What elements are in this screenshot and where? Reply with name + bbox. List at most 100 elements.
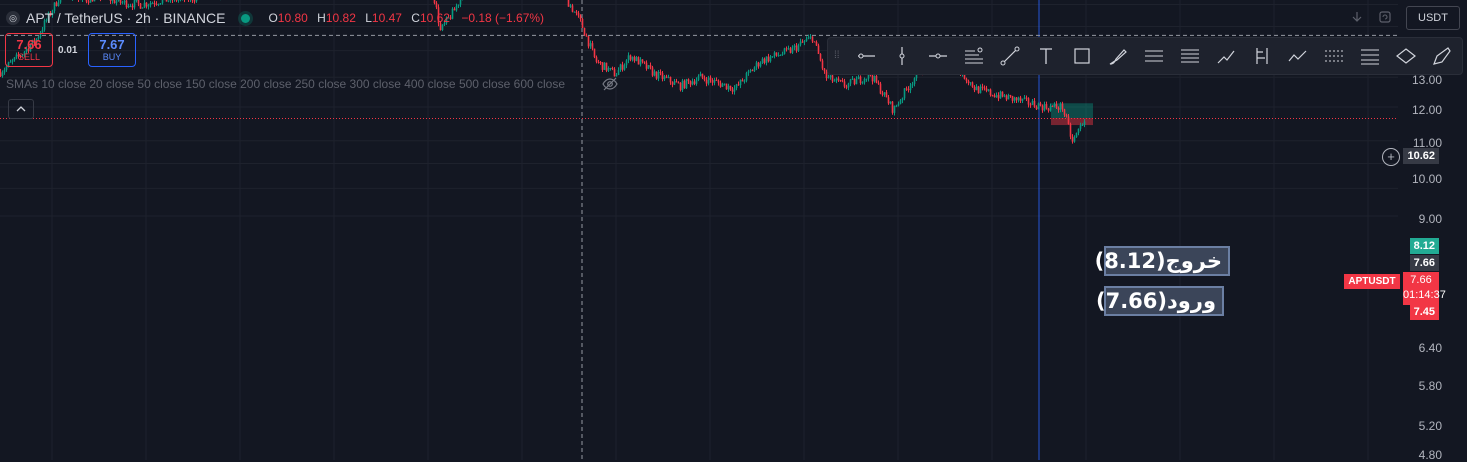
ellipse-icon[interactable] bbox=[1388, 41, 1424, 71]
candle-body bbox=[642, 59, 644, 61]
currency-select[interactable]: USDT bbox=[1406, 6, 1460, 30]
trend-line-icon[interactable] bbox=[992, 41, 1028, 71]
candle-body bbox=[608, 68, 610, 71]
candle-body bbox=[760, 63, 762, 66]
candle-body bbox=[720, 83, 722, 87]
parallel-channel-icon[interactable] bbox=[1136, 41, 1172, 71]
current-price-value: 7.66 bbox=[1403, 273, 1439, 288]
candle-body bbox=[1030, 105, 1032, 106]
download-icon[interactable] bbox=[1346, 6, 1368, 28]
candle-body bbox=[852, 79, 854, 80]
candle-body bbox=[740, 80, 742, 85]
vertical-line-icon[interactable] bbox=[884, 41, 920, 71]
candle-body bbox=[770, 57, 772, 62]
pen-icon[interactable] bbox=[1424, 41, 1460, 71]
candle-body bbox=[758, 63, 760, 67]
candle-body bbox=[602, 62, 604, 70]
candle-body bbox=[872, 75, 874, 81]
candle-body bbox=[626, 60, 628, 65]
candle-body bbox=[146, 3, 148, 7]
candle-body bbox=[1052, 106, 1054, 107]
fib-retracement-icon[interactable] bbox=[956, 41, 992, 71]
polyline-icon[interactable] bbox=[1316, 41, 1352, 71]
candle-body bbox=[894, 106, 896, 113]
path-icon[interactable] bbox=[1208, 41, 1244, 71]
candle-body bbox=[752, 70, 754, 71]
buy-price: 7.67 bbox=[99, 37, 124, 52]
entry-price-tag: 7.66 bbox=[1410, 255, 1439, 271]
brush-icon[interactable] bbox=[1100, 41, 1136, 71]
long-position-icon[interactable] bbox=[1244, 41, 1280, 71]
sell-label: SELL bbox=[18, 52, 40, 63]
candle-body bbox=[722, 84, 724, 87]
projection-icon[interactable] bbox=[1280, 41, 1316, 71]
symbol-title[interactable]: APT / TetherUS · 2h · BINANCE bbox=[26, 10, 225, 26]
candle-body bbox=[694, 81, 696, 83]
candle-body bbox=[622, 64, 624, 69]
text-icon[interactable] bbox=[1028, 41, 1064, 71]
candle-body bbox=[582, 19, 584, 28]
candle-body bbox=[1012, 96, 1014, 101]
candle-body bbox=[1050, 106, 1052, 111]
candle-body bbox=[788, 48, 790, 49]
candle-body bbox=[698, 76, 700, 80]
candle-body bbox=[746, 73, 748, 81]
rectangle-icon[interactable] bbox=[1064, 41, 1100, 71]
candle-body bbox=[1038, 103, 1040, 109]
candle-body bbox=[784, 48, 786, 53]
exit-annotation[interactable]: خروج(8.12) bbox=[1104, 246, 1230, 276]
candle-body bbox=[688, 79, 690, 81]
candle-body bbox=[742, 80, 744, 82]
date-range-icon[interactable] bbox=[1352, 41, 1388, 71]
candle-body bbox=[980, 87, 982, 93]
horizontal-ray-icon[interactable] bbox=[848, 41, 884, 71]
candle-body bbox=[1008, 95, 1010, 99]
candle-body bbox=[6, 66, 8, 70]
candle-body bbox=[898, 104, 900, 106]
sell-button[interactable]: 7.66 SELL bbox=[5, 33, 53, 67]
grip-handle-icon[interactable]: ⁞⁞ bbox=[834, 53, 848, 59]
candle-body bbox=[584, 28, 586, 36]
candle-body bbox=[676, 81, 678, 82]
candle-body bbox=[808, 37, 810, 39]
axis-tick: 5.20 bbox=[1419, 419, 1442, 433]
candle-body bbox=[782, 54, 784, 55]
candle-body bbox=[814, 41, 816, 42]
candle-body bbox=[996, 95, 998, 97]
candle-body bbox=[118, 0, 120, 1]
candle-body bbox=[170, 0, 172, 1]
candle-body bbox=[116, 1, 118, 3]
eye-off-icon[interactable] bbox=[602, 76, 618, 95]
candle-body bbox=[836, 78, 838, 80]
candle-body bbox=[1020, 98, 1022, 101]
candle-body bbox=[880, 84, 882, 94]
low-label: L bbox=[365, 11, 372, 25]
candle-body bbox=[792, 47, 794, 53]
sma-indicator-legend[interactable]: SMAs 10 close 20 close 50 close 150 clos… bbox=[6, 77, 565, 91]
candle-body bbox=[90, 0, 92, 3]
candle-body bbox=[862, 82, 864, 83]
candle-body bbox=[1032, 101, 1034, 105]
candle-body bbox=[684, 81, 686, 89]
candle-body bbox=[846, 87, 848, 88]
candle-body bbox=[590, 43, 592, 46]
buy-button[interactable]: 7.67 BUY bbox=[88, 33, 136, 67]
candle-body bbox=[790, 48, 792, 52]
entry-annotation[interactable]: ورود(7.66) bbox=[1104, 286, 1224, 316]
candle-body bbox=[764, 59, 766, 63]
candle-body bbox=[136, 0, 138, 1]
candle-body bbox=[804, 41, 806, 42]
pitchfork-icon[interactable] bbox=[1172, 41, 1208, 71]
candle-body bbox=[436, 3, 438, 7]
add-alert-icon[interactable]: + bbox=[1382, 148, 1400, 166]
candle-body bbox=[686, 79, 688, 88]
chevron-up-icon[interactable] bbox=[8, 99, 34, 119]
candle-body bbox=[610, 68, 612, 69]
candle-body bbox=[692, 81, 694, 84]
cross-line-icon[interactable] bbox=[920, 41, 956, 71]
candle-body bbox=[638, 57, 640, 64]
candle-body bbox=[776, 52, 778, 55]
refresh-icon[interactable] bbox=[1374, 6, 1396, 28]
candle-body bbox=[878, 83, 880, 84]
candle-body bbox=[820, 54, 822, 61]
